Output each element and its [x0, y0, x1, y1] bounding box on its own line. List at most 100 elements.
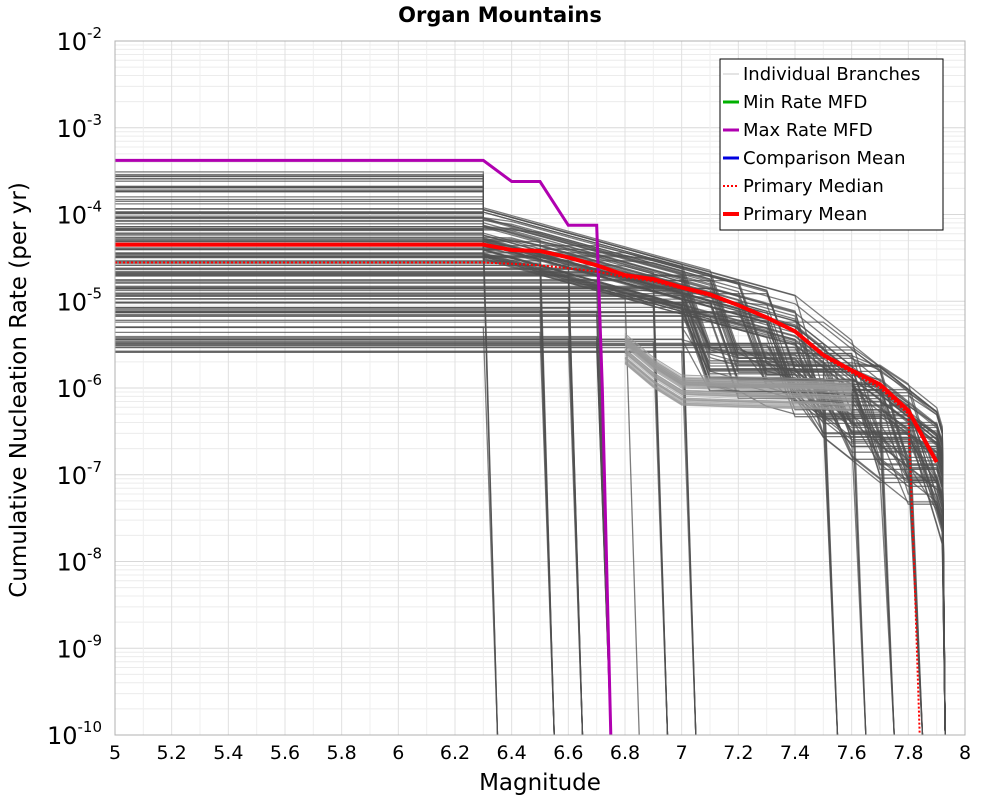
branch-line [624, 353, 852, 402]
legend-label: Individual Branches [743, 64, 920, 85]
y-tick-exponent: -9 [87, 631, 102, 649]
legend-label: Min Rate MFD [743, 92, 867, 113]
branch-line [115, 288, 946, 736]
y-tick-label: 10-5 [56, 284, 102, 316]
x-tick-label: 6.2 [440, 742, 470, 764]
y-tick-label: 10-2 [56, 24, 102, 56]
branch-line [624, 337, 852, 387]
primary-median-line [115, 261, 921, 736]
branch-line [115, 350, 697, 736]
branch-line [115, 268, 867, 736]
x-tick-label: 6.6 [553, 742, 583, 764]
branch-line [115, 190, 946, 736]
branch-line [115, 339, 584, 736]
x-tick-label: 6.8 [610, 742, 640, 764]
legend-label: Primary Median [743, 176, 884, 197]
branch-line [624, 346, 852, 395]
legend-box [719, 58, 944, 231]
branch-line [624, 350, 852, 399]
x-tick-label: 5.4 [213, 742, 243, 764]
branch-line [624, 333, 852, 382]
branch-line [115, 264, 555, 736]
x-tick-label: 8 [959, 742, 971, 764]
branch-line [624, 356, 852, 405]
y-tick-exponent: -5 [87, 284, 102, 302]
branch-line [115, 219, 924, 736]
x-tick-label: 7.6 [837, 742, 867, 764]
branch-line [624, 339, 852, 388]
max-rate-mfd-line [115, 158, 613, 736]
x-tick-label: 5.6 [270, 742, 300, 764]
branch-line [624, 354, 852, 403]
x-tick-label: 7.2 [723, 742, 753, 764]
y-tick-base: 10 [56, 549, 87, 577]
branch-line [624, 344, 852, 394]
chart-title: Organ Mountains [398, 3, 602, 27]
branch-line [115, 351, 946, 736]
series-lines [115, 158, 939, 736]
branch-line [115, 310, 946, 736]
branch-line [624, 341, 852, 390]
primary-mean-line [115, 242, 939, 464]
y-tick-exponent: -8 [87, 545, 102, 563]
branch-line [115, 306, 584, 736]
branch-line [624, 356, 852, 406]
branch-line [115, 239, 946, 736]
branch-line [115, 344, 946, 736]
branch-line [624, 360, 852, 409]
y-tick-base: 10 [56, 375, 87, 403]
y-tick-base: 10 [56, 115, 87, 143]
branch-line [115, 285, 946, 736]
branch-line [115, 278, 946, 736]
y-tick-label: 10-4 [56, 198, 102, 230]
x-tick-label: 5 [109, 742, 121, 764]
y-tick-label: 10-9 [56, 631, 102, 663]
y-tick-exponent: -10 [78, 718, 103, 736]
y-tick-label: 10-10 [47, 718, 102, 750]
branch-line [115, 271, 946, 736]
y-tick-base: 10 [56, 28, 87, 56]
y-tick-base: 10 [47, 722, 78, 750]
y-tick-base: 10 [56, 635, 87, 663]
legend-label: Comparison Mean [743, 148, 906, 169]
branch-line [624, 357, 852, 406]
branch-line [115, 311, 946, 736]
y-tick-exponent: -3 [87, 111, 102, 129]
branch-line [624, 359, 852, 408]
branch-line [115, 253, 499, 736]
branch-line [115, 256, 924, 736]
x-tick-label: 7.8 [893, 742, 923, 764]
y-tick-label: 10-8 [56, 545, 102, 577]
y-tick-exponent: -6 [87, 371, 102, 389]
branch-line [624, 338, 852, 387]
y-tick-base: 10 [56, 288, 87, 316]
branch-line [624, 348, 852, 397]
x-axis-label: Magnitude [479, 770, 601, 796]
x-tick-label: 6.4 [497, 742, 527, 764]
branch-line [115, 337, 612, 736]
legend: Individual Branches Min Rate MFD Max Rate … [719, 58, 944, 231]
y-tick-exponent: -2 [87, 24, 102, 42]
branch-line [624, 358, 852, 407]
branch-line [624, 352, 852, 401]
y-tick-exponent: -4 [87, 198, 102, 216]
branch-line [115, 343, 946, 736]
branch-line [115, 340, 669, 736]
y-tick-label: 10-7 [56, 458, 102, 490]
branch-line [624, 362, 852, 412]
x-tick-label: 7 [676, 742, 688, 764]
branch-line [115, 346, 946, 736]
branch-line [115, 326, 946, 736]
y-tick-base: 10 [56, 462, 87, 490]
y-tick-base: 10 [56, 202, 87, 230]
y-tick-label: 10-3 [56, 111, 102, 143]
branch-line [115, 331, 555, 736]
branch-line [115, 272, 946, 736]
y-tick-exponent: -7 [87, 458, 102, 476]
x-axis-ticks: 5 5.2 5.4 5.6 5.8 6 6.2 6.4 6.6 6.8 7 7.2 7.4 7.6 7.8 8 [109, 742, 971, 764]
branch-line [624, 336, 852, 385]
branch-line [624, 334, 852, 384]
legend-label: Max Rate MFD [743, 120, 873, 141]
